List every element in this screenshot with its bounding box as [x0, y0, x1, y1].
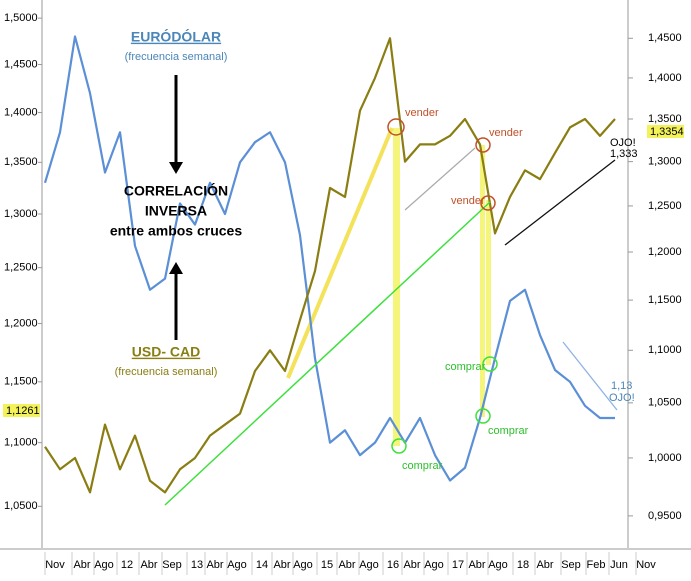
ojo-label: OJO!: [610, 137, 636, 149]
second-title: USD- CAD: [132, 344, 200, 360]
y-tick-label: 1,3000: [4, 208, 38, 220]
arrow: [169, 262, 183, 274]
y-tick-label: 1,4000: [4, 106, 38, 118]
x-tick-label: Abr: [140, 559, 157, 571]
buy-label: comprar: [402, 460, 443, 472]
signal-circle: [480, 195, 496, 211]
signal-circle: [391, 438, 407, 454]
sell-label: vender: [451, 195, 485, 207]
y-tick-label: 1,2000: [4, 317, 38, 329]
x-tick-label: 17: [452, 559, 464, 571]
x-tick-label: 16: [387, 559, 399, 571]
signal-circle: [475, 408, 491, 424]
x-tick-label: 12: [121, 559, 133, 571]
x-tick-label: Nov: [45, 559, 65, 571]
x-tick-label: 13: [191, 559, 203, 571]
x-tick-label: Abr: [73, 559, 90, 571]
x-tick-label: 14: [256, 559, 268, 571]
highlight: [393, 128, 400, 446]
ojo-label: 1,13: [611, 380, 632, 392]
x-tick-label: Jun: [610, 559, 628, 571]
center-note: entre ambos cruces: [110, 223, 242, 239]
x-tick-label: Abr: [403, 559, 420, 571]
y2-tick-label: 1,4500: [648, 32, 682, 44]
highlight: [486, 200, 491, 365]
y2-tick-label: 0,9500: [648, 510, 682, 522]
title: EURÓDÓLAR: [131, 28, 221, 45]
center-note: INVERSA: [145, 203, 207, 219]
y2-tick-label: 1,3000: [648, 156, 682, 168]
price-line: [43, 35, 615, 482]
x-tick-label: Abr: [273, 559, 290, 571]
second-subtitle: (frecuencia semanal): [115, 366, 218, 378]
y2-tick-label: 1,3500: [648, 113, 682, 125]
last-value-label: 1,1261: [6, 405, 40, 417]
y2-tick-label: 1,1500: [648, 294, 682, 306]
arrow: [169, 162, 183, 174]
series-layer: [43, 35, 616, 494]
x-tick-label: Sep: [561, 559, 581, 571]
y-tick-label: 1,0500: [4, 500, 38, 512]
y2-tick-label: 1,0000: [648, 452, 682, 464]
sell-label: vender: [489, 127, 523, 139]
trend-line: [504, 159, 616, 246]
signal-circle: [475, 137, 491, 153]
y-tick-label: 1,1000: [4, 437, 38, 449]
y-tick-label: 1,2500: [4, 262, 38, 274]
center-note: CORRELACIÓN: [124, 182, 228, 199]
x-tick-label: Ago: [94, 559, 114, 571]
x-tick-label: 18: [517, 559, 529, 571]
buy-label: comprar: [445, 361, 486, 373]
y2-tick-label: 1,4000: [648, 72, 682, 84]
x-tick-label: Ago: [359, 559, 379, 571]
x-tick-label: Abr: [206, 559, 223, 571]
x-tick-label: 15: [321, 559, 333, 571]
x-tick-label: Feb: [587, 559, 606, 571]
y2-tick-label: 1,2000: [648, 246, 682, 258]
x-tick-label: Ago: [293, 559, 313, 571]
last-value-box: [3, 404, 40, 417]
trend-line: [286, 127, 394, 379]
y-tick-label: 1,1500: [4, 376, 38, 388]
buy-label: comprar: [488, 425, 529, 437]
x-tick-label: Abr: [468, 559, 485, 571]
ojo-label: 1,333: [610, 148, 638, 160]
sell-label: vender: [405, 107, 439, 119]
y2-tick-label: 1,1000: [648, 344, 682, 356]
y2-tick-label: 1,0500: [648, 397, 682, 409]
x-tick-label: Ago: [424, 559, 444, 571]
trend-line: [164, 201, 491, 506]
x-tick-label: Abr: [338, 559, 355, 571]
x-tick-label: Ago: [488, 559, 508, 571]
y-tick-label: 1,4500: [4, 58, 38, 70]
trend-line: [562, 341, 618, 411]
y-tick-label: 1,3500: [4, 156, 38, 168]
x-tick-label: Abr: [536, 559, 553, 571]
signal-circle: [482, 356, 498, 372]
last-value-box: [647, 125, 684, 138]
last-value-label: 1,3354: [650, 126, 684, 138]
x-tick-label: Ago: [227, 559, 247, 571]
x-tick-label: Nov: [636, 559, 656, 571]
trend-line: [404, 147, 476, 211]
y-tick-label: 1,5000: [4, 12, 38, 24]
price-line: [44, 37, 616, 494]
ojo-label: OJO!: [609, 392, 635, 404]
subtitle: (frecuencia semanal): [125, 51, 228, 63]
y2-tick-label: 1,2500: [648, 200, 682, 212]
x-tick-label: Sep: [162, 559, 182, 571]
signal-circle: [387, 118, 405, 136]
highlight: [480, 145, 485, 417]
